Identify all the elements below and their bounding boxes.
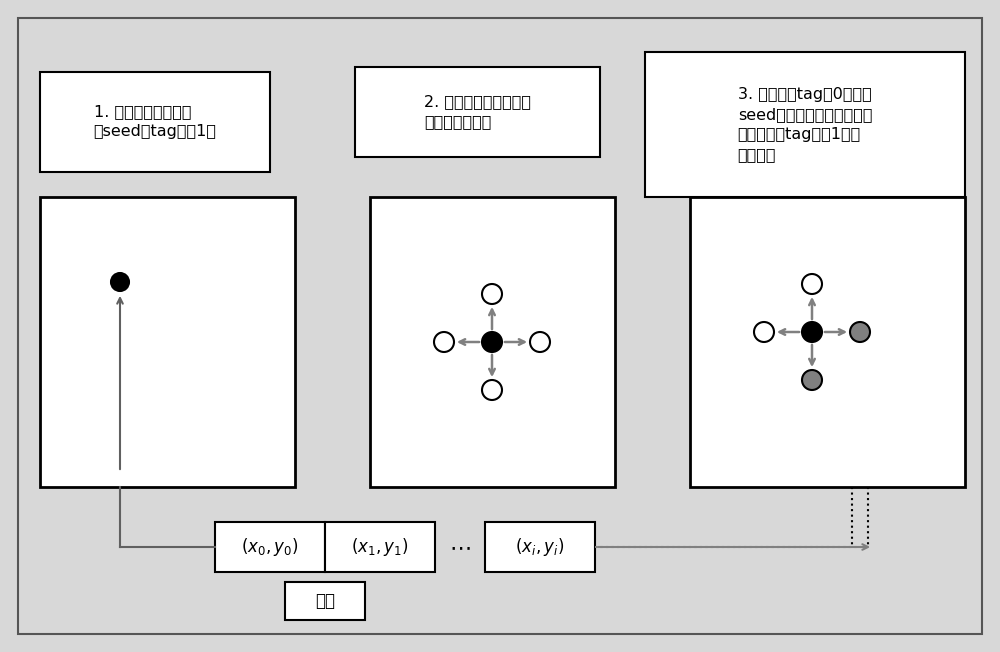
- Text: $(x_1, y_1)$: $(x_1, y_1)$: [351, 536, 409, 558]
- Text: $(x_0, y_0)$: $(x_0, y_0)$: [241, 536, 299, 558]
- Bar: [215, 522, 325, 572]
- Bar: [690, 197, 965, 487]
- Circle shape: [802, 274, 822, 294]
- Text: 2. 以该像素为中心，向
上下左右搜索。: 2. 以该像素为中心，向 上下左右搜索。: [424, 95, 531, 129]
- Circle shape: [482, 284, 502, 304]
- Circle shape: [802, 322, 822, 342]
- Bar: [285, 582, 365, 620]
- Circle shape: [530, 332, 550, 352]
- Bar: [645, 52, 965, 197]
- Bar: [355, 67, 600, 157]
- Text: 队列: 队列: [315, 592, 335, 610]
- Circle shape: [482, 332, 502, 352]
- Bar: [370, 197, 615, 487]
- Circle shape: [802, 370, 822, 390]
- Text: 3. 若该像素tag为0，且与
seed的像素値差小于阈値，
则将该像素tag设为1，加
入队列。: 3. 若该像素tag为0，且与 seed的像素値差小于阈値， 则将该像素tag设…: [738, 87, 872, 162]
- Bar: [40, 72, 270, 172]
- Circle shape: [754, 322, 774, 342]
- Bar: [325, 522, 435, 572]
- Circle shape: [434, 332, 454, 352]
- Text: 1. 取出队首元素，记
为seed，tag设为1。: 1. 取出队首元素，记 为seed，tag设为1。: [94, 104, 216, 140]
- Text: $\cdots$: $\cdots$: [449, 537, 471, 557]
- Circle shape: [850, 322, 870, 342]
- Bar: [40, 197, 295, 487]
- Text: $(x_i, y_i)$: $(x_i, y_i)$: [515, 536, 565, 558]
- Bar: [485, 522, 595, 572]
- Circle shape: [111, 273, 129, 291]
- Circle shape: [482, 380, 502, 400]
